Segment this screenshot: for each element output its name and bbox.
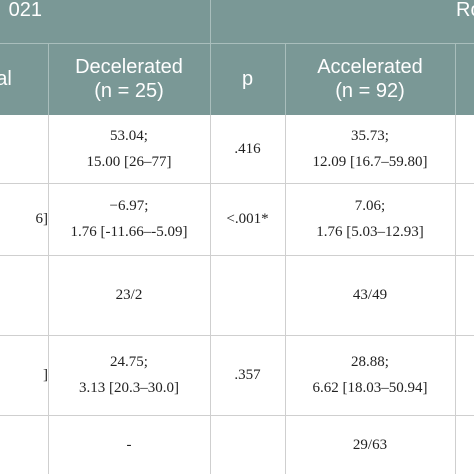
column-header: Decelerated [75,56,183,78]
group-header: 021 [8,0,42,21]
column-header: al [0,68,12,90]
header-band [0,0,474,115]
table-cell: 3.13 [20.3–30.0] [79,380,179,396]
header-rule [0,43,474,44]
table-cell: 12.09 [16.7–59.80] [312,154,428,170]
row-rule [0,335,474,336]
table-cell: 6.62 [18.03–50.94] [312,380,428,396]
grid-line [455,115,456,474]
table-cell: .416 [234,141,261,157]
grid-line [48,115,49,474]
table-cell: −6.97; [109,198,149,214]
table-cell: 6] [35,211,49,227]
table-cell: 15.00 [26–77] [86,154,172,170]
column-header: (n = 25) [94,80,164,102]
table-cell: ] [43,367,48,383]
header-divider [48,43,49,115]
table-cell: 1.76 [5.03–12.93] [316,224,424,240]
grid-line [285,115,286,474]
column-header: (n = 92) [335,80,405,102]
column-header: Accelerated [317,56,423,78]
table-cell: 24.75; [110,354,148,370]
table-cell: 53.04; [110,128,148,144]
table-cell: 29/63 [352,437,388,453]
table-cell: 23/2 [115,287,143,303]
table-cell: 43/49 [352,287,388,303]
table-cell: 28.88; [351,354,389,370]
table-cell: .357 [234,367,261,383]
header-divider [285,43,286,115]
column-header: p [241,68,254,90]
table-cell: 1.76 [-11.66–-5.09] [70,224,188,240]
table-cell: 35.73; [351,128,389,144]
table-cell: <.001* [226,211,269,227]
row-rule [0,415,474,416]
grid-line [210,115,211,474]
header-divider [455,43,456,158]
group-header: Ro [456,0,474,21]
table-cell: 7.06; [354,198,386,214]
header-divider [210,0,211,115]
table-cell: - [126,437,132,453]
row-rule [0,183,474,184]
row-rule [0,255,474,256]
